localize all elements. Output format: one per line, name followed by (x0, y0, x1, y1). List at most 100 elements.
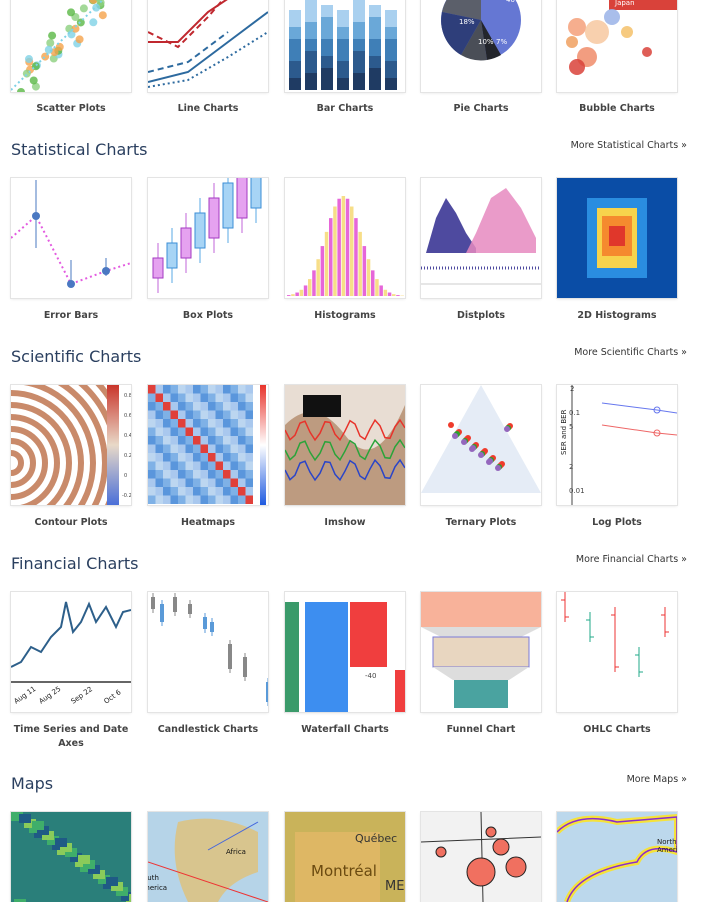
thumbnail[interactable]: Africaouthmerica (148, 812, 268, 902)
thumbnail[interactable]: Japan (557, 0, 677, 92)
thumb-shape (107, 385, 119, 505)
thumbnail[interactable] (421, 178, 541, 298)
chart-type-label[interactable]: Bubble Charts (547, 102, 687, 116)
chart-type-label[interactable]: Error Bars (1, 309, 141, 323)
thumb-shape (342, 196, 346, 296)
thumb-shape (78, 855, 90, 864)
chart-type-label[interactable]: Scatter Plots (1, 102, 141, 116)
thumb-shape (231, 470, 239, 479)
thumb-shape (421, 385, 541, 493)
chart-type-label[interactable]: OHLC Charts (547, 723, 687, 737)
more-link[interactable]: More Maps » (627, 774, 687, 785)
thumbnail[interactable] (285, 0, 405, 92)
chart-type-label[interactable]: Log Plots (547, 516, 687, 530)
chart-type-label[interactable]: Box Plots (138, 309, 278, 323)
thumbnail-image: Japan (557, 0, 677, 92)
thumbnail[interactable] (421, 812, 541, 902)
thumb-shape (201, 462, 209, 471)
chart-type-label[interactable]: Heatmaps (138, 516, 278, 530)
thumb-shape (238, 453, 246, 462)
thumb-shape (148, 453, 156, 462)
thumb-shape (186, 419, 194, 428)
thumbnail[interactable] (148, 0, 268, 92)
chart-type-label[interactable]: Waterfall Charts (275, 723, 415, 737)
chart-type-label[interactable]: Candlestick Charts (138, 723, 278, 737)
thumb-shape (102, 267, 110, 275)
thumb-shape (231, 411, 239, 420)
thumb-shape (337, 27, 349, 39)
more-link[interactable]: More Statistical Charts » (571, 140, 687, 151)
chart-type-label[interactable]: 2D Histograms (547, 309, 687, 323)
thumbnail-text: ME (385, 879, 404, 894)
thumb-shape (238, 402, 246, 411)
chart-type-label[interactable]: Contour Plots (1, 516, 141, 530)
thumbnail[interactable] (148, 592, 268, 712)
thumb-shape (467, 858, 495, 886)
thumb-shape (353, 0, 365, 22)
thumb-shape (153, 258, 163, 278)
thumb-shape (388, 293, 392, 296)
thumb-shape (178, 479, 186, 488)
thumb-shape (316, 259, 320, 296)
thumbnail[interactable] (11, 812, 131, 902)
thumbnail[interactable] (421, 385, 541, 505)
chart-type-label[interactable]: Ternary Plots (411, 516, 551, 530)
chart-type-label[interactable]: Distplots (411, 309, 551, 323)
thumb-shape (163, 496, 171, 505)
thumbnail[interactable] (11, 178, 131, 298)
chart-type-label[interactable]: Time Series and Date Axes (1, 723, 141, 751)
thumbnail[interactable] (148, 178, 268, 298)
more-link[interactable]: More Financial Charts » (576, 554, 687, 565)
thumbnail[interactable]: NorthAmerica (557, 812, 677, 902)
thumb-shape (246, 487, 254, 496)
chart-type-label[interactable]: Funnel Chart (411, 723, 551, 737)
thumb-shape (186, 445, 194, 454)
thumb-shape (193, 402, 201, 411)
thumbnail[interactable]: 25%40%18%10%7% (421, 0, 541, 92)
thumbnail[interactable] (285, 385, 405, 505)
thumbnail-text: 0.01 (569, 487, 585, 495)
more-link[interactable]: More Scientific Charts » (574, 347, 687, 358)
thumbnail[interactable] (557, 178, 677, 298)
thumb-shape (186, 385, 194, 394)
thumb-shape (321, 39, 333, 56)
thumbnail[interactable] (285, 178, 405, 298)
thumb-shape (193, 436, 201, 445)
thumbnail[interactable] (148, 385, 268, 505)
thumb-shape (201, 419, 209, 428)
thumb-shape (186, 479, 194, 488)
thumbnail[interactable] (421, 592, 541, 712)
thumbnail-image (421, 812, 541, 902)
thumbnail[interactable] (557, 592, 677, 712)
thumb-shape (568, 18, 586, 36)
thumbnail-image (148, 385, 268, 505)
thumb-shape (201, 394, 209, 403)
thumb-shape (178, 428, 186, 437)
thumb-shape (369, 5, 381, 17)
thumb-shape (223, 487, 231, 496)
thumb-shape (303, 395, 341, 417)
thumbnail[interactable] (11, 0, 131, 92)
thumbnail-image (285, 0, 405, 92)
thumb-shape (171, 445, 179, 454)
thumb-shape (223, 411, 231, 420)
chart-type-label[interactable]: Bar Charts (275, 102, 415, 116)
thumb-shape (156, 462, 164, 471)
thumbnail[interactable]: -40 (285, 592, 405, 712)
thumb-shape (32, 212, 40, 220)
thumb-shape (201, 428, 209, 437)
chart-type-label[interactable]: Imshow (275, 516, 415, 530)
thumb-shape (231, 487, 239, 496)
chart-type-label[interactable]: Line Charts (138, 102, 278, 116)
thumb-shape (337, 10, 349, 27)
thumb-shape (208, 470, 216, 479)
thumb-shape (208, 428, 216, 437)
thumb-shape (148, 470, 156, 479)
chart-type-label[interactable]: Histograms (275, 309, 415, 323)
chart-type-label[interactable]: Pie Charts (411, 102, 551, 116)
thumb-shape (201, 445, 209, 454)
